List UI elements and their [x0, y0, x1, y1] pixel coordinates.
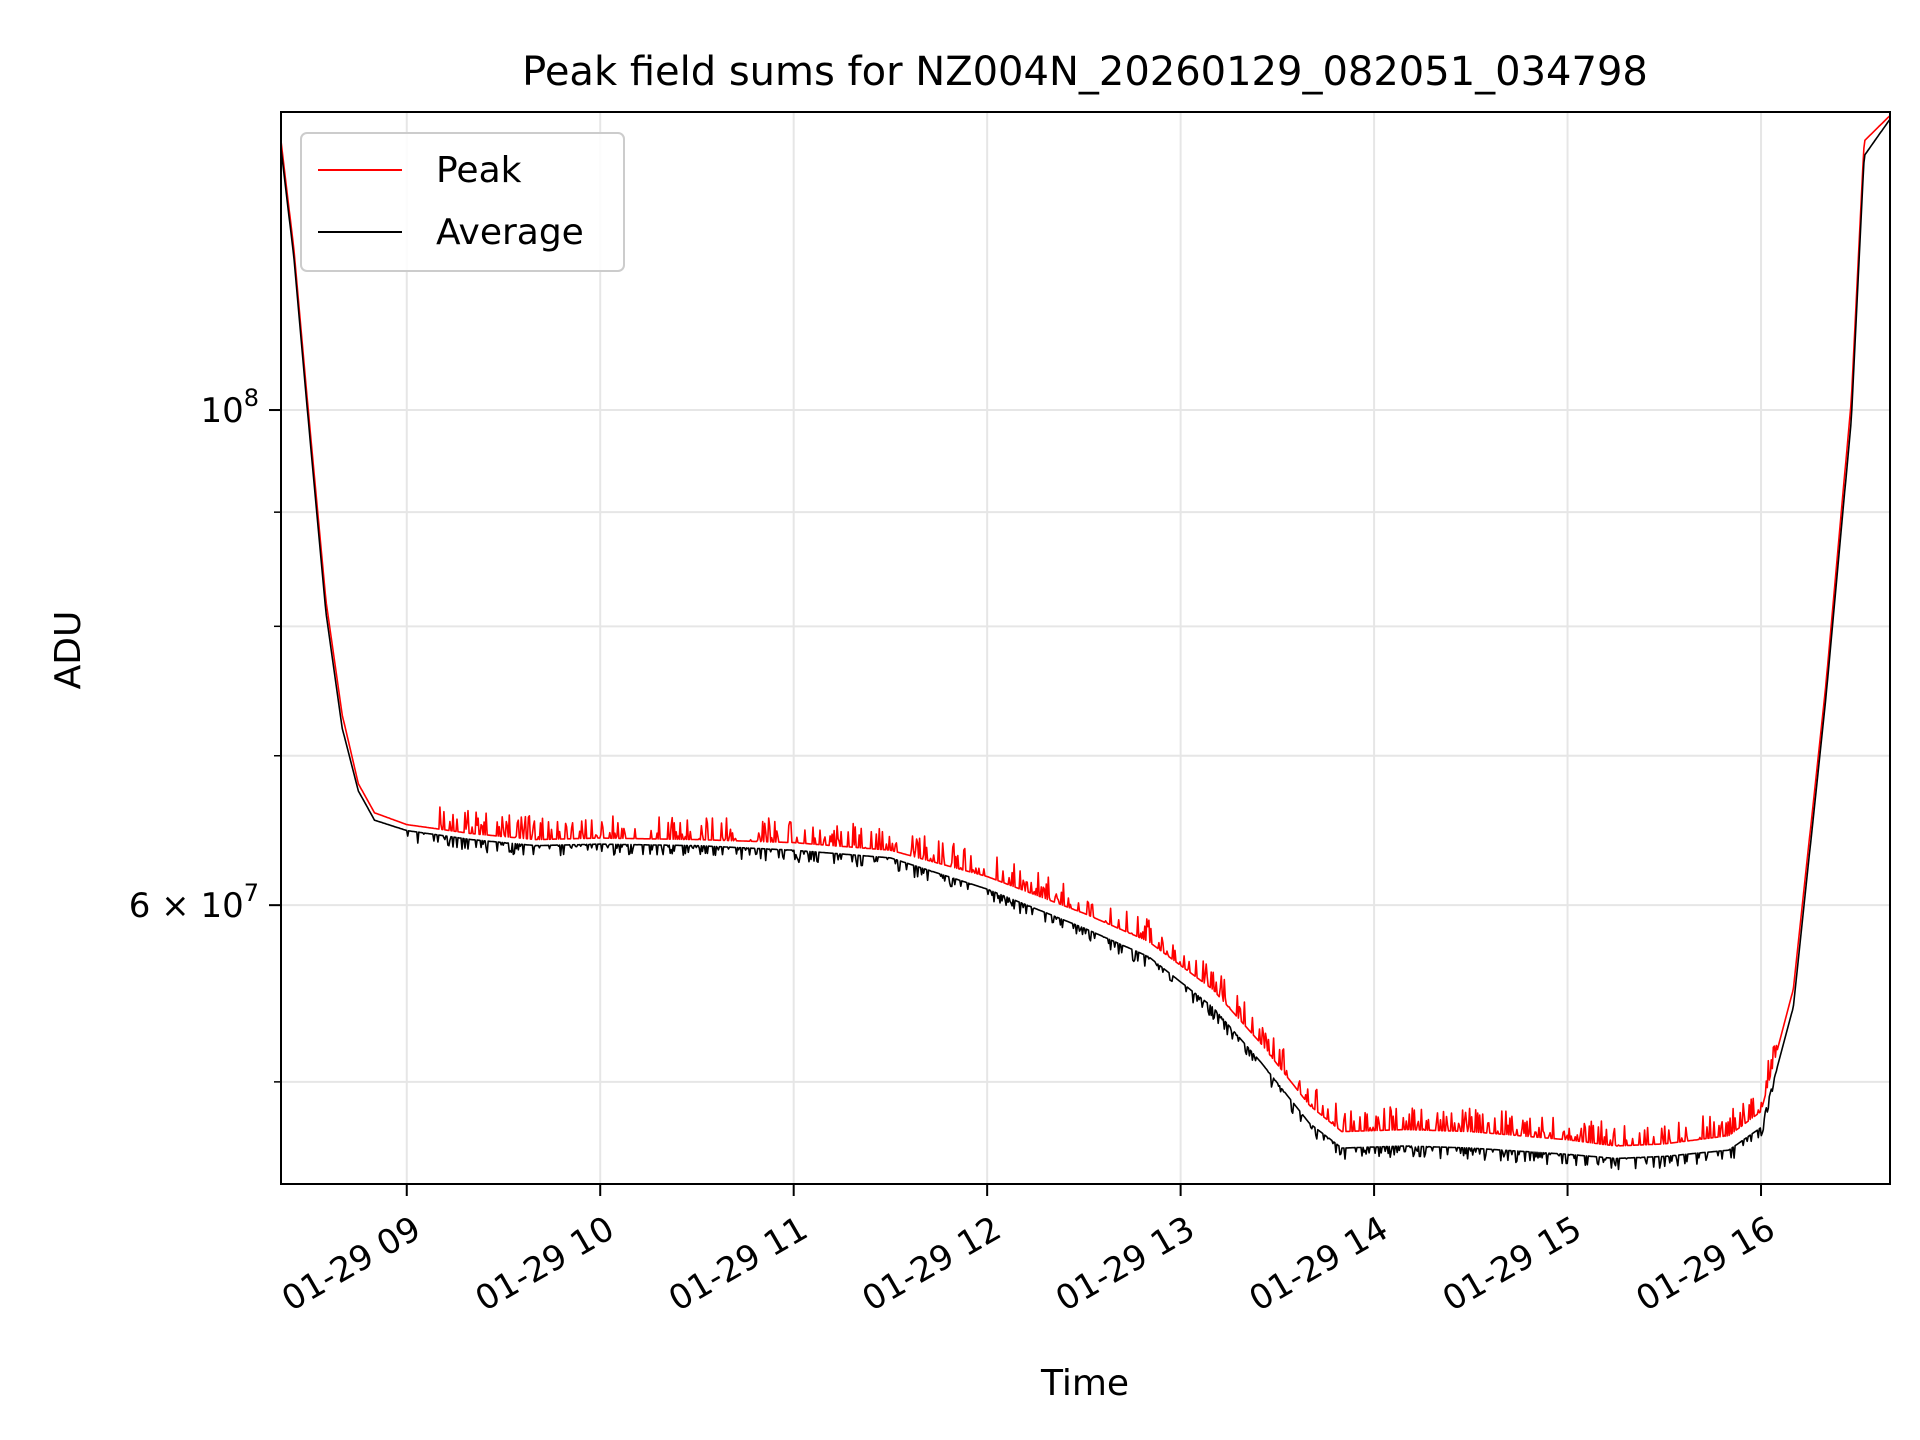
series-line-peak [281, 115, 1890, 1147]
legend-label-average: Average [436, 212, 584, 253]
plot-frame [280, 111, 1891, 1185]
legend: Peak Average [300, 132, 625, 272]
series-layer [281, 115, 1890, 1171]
series-line-average [281, 118, 1890, 1171]
y-axis-ticks: 6 × 107 108 [129, 384, 281, 1083]
legend-box [300, 132, 625, 272]
x-axis-label: Time [1040, 1363, 1129, 1404]
y-tick-label: 108 [200, 384, 259, 431]
y-tick-label-exponent: 8 [244, 384, 259, 412]
y-tick-label: 6 × 107 [129, 879, 259, 926]
grid [281, 112, 1890, 1184]
y-tick-label-exponent: 7 [244, 879, 259, 907]
y-tick-label-base: 10 [200, 391, 243, 431]
chart-title: Peak field sums for NZ004N_20260129_0820… [522, 49, 1648, 95]
y-tick-label-base: 6 × 10 [129, 886, 244, 926]
legend-label-peak: Peak [436, 150, 522, 191]
y-axis-label: ADU [48, 611, 89, 690]
